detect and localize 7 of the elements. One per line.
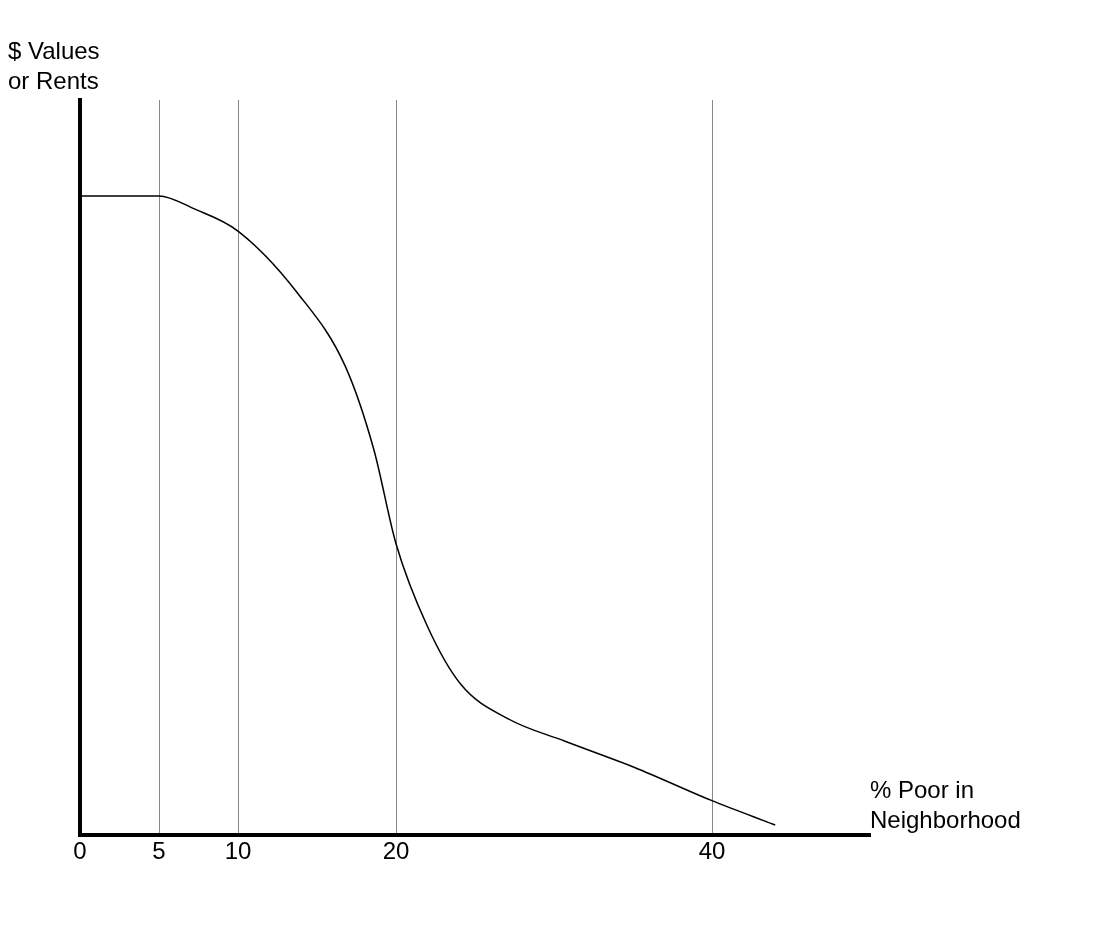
x-tick-label: 10 [224, 837, 252, 865]
x-tick-label: 5 [152, 837, 166, 865]
x-tick-label: 20 [382, 837, 410, 865]
x-tick-label: 40 [698, 837, 726, 865]
x-axis-title: % Poor in Neighborhood [870, 775, 1021, 835]
y-axis-title: $ Values or Rents [8, 36, 100, 96]
x-tick-label: 0 [73, 837, 87, 865]
